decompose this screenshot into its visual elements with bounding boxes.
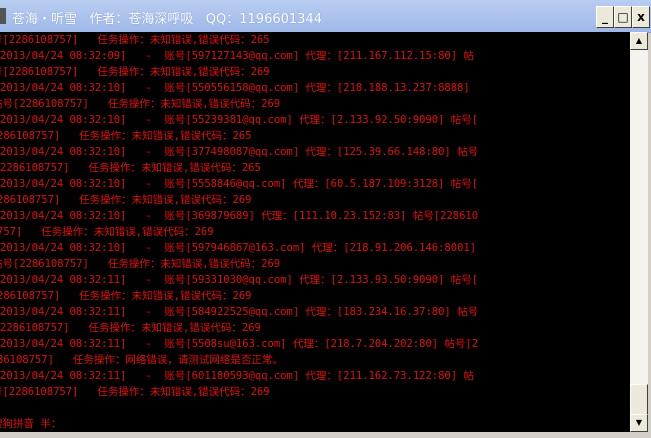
console-line: 2013/04/24 08:32:09] - 账号[597127143@qq.c… [0,50,474,62]
ime-status-line: 搜狗拼音 半： [0,418,62,430]
console-line: 2013/04/24 08:32:10] - 账号[5558846@qq.com… [0,178,479,190]
console-line: 2013/04/24 08:32:10] - 账号[597946867@163.… [0,242,477,254]
console-line [0,400,630,416]
console-line: 号[2286108757] 任务操作：未知错误,错误代码：269 [0,386,270,398]
title-bar[interactable]: 苍海・听雪 作者：苍海深呼吸 QQ：1196601344 _ □ x [0,0,651,33]
console-line: 2013/04/24 08:32:10] - 账号[55239381@qq.co… [0,114,479,126]
console-line: 757] 任务操作：未知错误,错误代码：269 [0,226,214,238]
console-line: 2286108757] 任务操作：未知错误,错误代码：269 [0,322,261,334]
close-button[interactable]: x [632,6,650,28]
scroll-down-arrow-icon[interactable]: ▼ [630,414,648,432]
minimize-button[interactable]: _ [596,6,614,28]
console-line: 2013/04/24 08:32:10] - 账号[369879689] 代理：… [0,210,479,222]
vertical-scrollbar[interactable]: ▲ ▼ [630,32,648,432]
console-line: 2013/04/24 08:32:11] - 账号[5508su@163.com… [0,338,479,350]
console-line: 2013/04/24 08:32:11] - 账号[601180593@qq.c… [0,370,474,382]
console-line: 号[2286108757] 任务操作：未知错误,错误代码：269 [0,66,270,78]
console-line: 帖号[2286108757] 任务操作：未知错误,错误代码：269 [0,98,281,110]
scrollbar-thumb[interactable] [630,384,648,416]
maximize-button[interactable]: □ [614,6,632,28]
console-line: 2013/04/24 08:32:10] - 账号[377498087@qq.c… [0,146,479,158]
console-output[interactable]: 号[2286108757] 任务操作：未知错误,错误代码：265 2013/04… [0,32,630,432]
console-line: 286108757] 任务操作：未知错误,错误代码：265 [0,130,252,142]
window-title: 苍海・听雪 作者：苍海深呼吸 QQ：1196601344 [12,12,322,27]
console-line: 2013/04/24 08:32:10] - 账号[550556158@qq.c… [0,82,470,94]
console-line: 号[2286108757] 任务操作：未知错误,错误代码：265 [0,34,270,46]
app-icon [0,8,6,24]
console-line: 2013/04/24 08:32:11] - 账号[584922525@qq.c… [0,306,479,318]
console-line: 86108757] 任务操作：网络错误，请测试网络是否正常。 [0,354,283,366]
window-bottom-border [0,432,651,438]
console-line: 286108757] 任务操作：未知错误,错误代码：269 [0,290,252,302]
scroll-up-arrow-icon[interactable]: ▲ [630,32,648,50]
console-line: 帖号[2286108757] 任务操作：未知错误,错误代码：269 [0,258,281,270]
console-line: 2013/04/24 08:32:11] - 账号[59331030@qq.co… [0,274,479,286]
console-line: 286108757] 任务操作：未知错误,错误代码：269 [0,194,252,206]
console-line: 2286108757] 任务操作：未知错误,错误代码：265 [0,162,261,174]
